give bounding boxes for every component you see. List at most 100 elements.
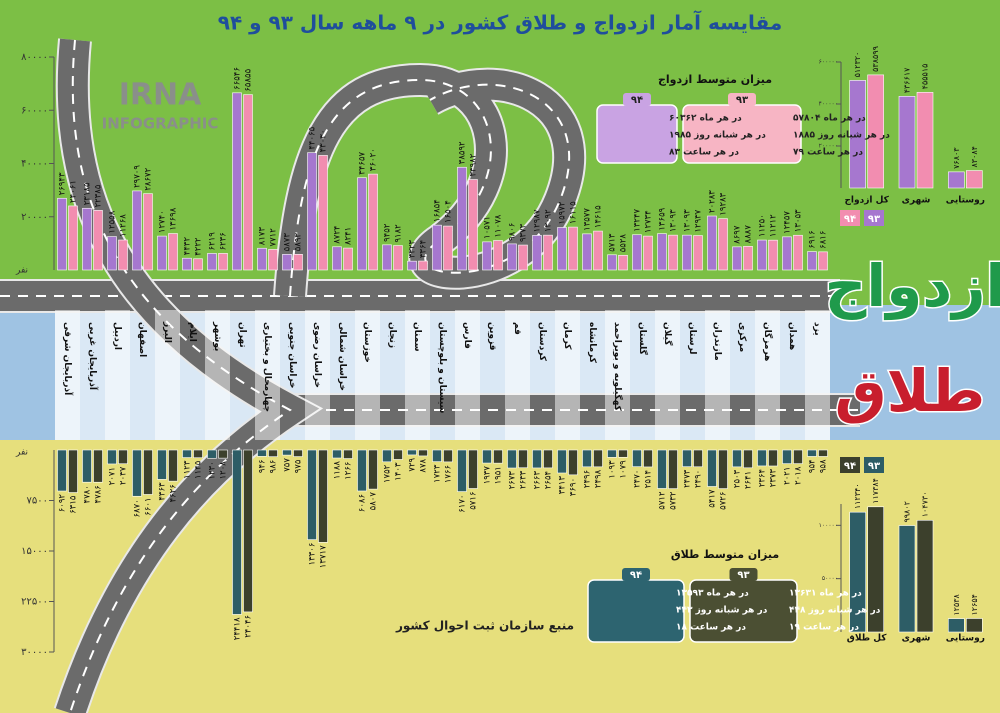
bar <box>157 449 167 480</box>
value-label: ۳۳۹۸۲ <box>469 153 479 176</box>
bar <box>168 449 178 482</box>
value-label: ۲۶۳۳ <box>519 470 529 489</box>
value-label: ۱۲۷۳۴ <box>644 210 654 233</box>
y-tick-label: ۲۰۰۰۰ <box>21 212 48 223</box>
value-label: ۱۳۰۹۳ <box>669 209 679 232</box>
bar <box>93 210 103 271</box>
bar <box>143 449 153 495</box>
bar <box>107 236 117 271</box>
bar <box>718 449 728 489</box>
bar <box>257 247 267 271</box>
value-label: ۳۳۲۳ <box>408 239 418 258</box>
value-label: ۱۷۶۶ <box>444 465 454 483</box>
y-tick-label: ۴۰۰۰۰۰ <box>819 101 838 108</box>
province-label: تهران <box>237 322 247 348</box>
category-label: کل طلاق <box>847 634 888 644</box>
bar <box>218 449 228 459</box>
bar <box>493 240 503 271</box>
value-label: ۵۳۸۵۹۹ <box>871 46 880 72</box>
bar <box>793 449 803 464</box>
bar <box>82 207 92 271</box>
value-label: ۵۷۱۲ <box>658 491 668 510</box>
value-label: ۳۶۰۲۰ <box>369 148 379 171</box>
bar <box>232 92 242 271</box>
legend-swatch <box>840 457 860 473</box>
bar <box>368 449 378 490</box>
bar <box>218 253 228 271</box>
y-tick-label: ۲۲۵۰۰ <box>21 597 48 608</box>
bar <box>867 74 884 189</box>
bar <box>293 449 303 457</box>
value-label: ۴۲۲۲ <box>194 237 204 256</box>
bar <box>193 258 203 271</box>
bar <box>368 173 378 271</box>
divorce-word: طلاق <box>835 357 986 425</box>
bar <box>849 511 866 633</box>
value-label: ۲۶۵۴ <box>544 471 554 489</box>
value-label: ۲۴۷۰ <box>633 470 643 488</box>
bar <box>357 177 367 271</box>
bar <box>332 246 342 271</box>
bar <box>966 618 983 633</box>
value-label: ۱۲۹۳۷ <box>694 209 704 232</box>
province-label: یزد <box>812 322 822 336</box>
value-label: ۵۷۳۲ <box>669 491 679 510</box>
bar <box>818 251 828 271</box>
value-label: ۲۶۴۱ <box>744 471 754 489</box>
year-tab <box>622 568 650 581</box>
value-label: ۶۹۱۶ <box>808 230 818 248</box>
value-label: ۲۶۹۴۳ <box>58 172 68 195</box>
category-label: شهری <box>902 634 931 644</box>
bar <box>657 449 667 489</box>
value-label: ۱۹۳۷ <box>483 466 493 485</box>
average-line: در هر شبانه روز ۴۴۳ <box>676 606 768 616</box>
value-label: ۸۱۷۳ <box>258 227 268 246</box>
bar <box>507 243 517 271</box>
bar <box>482 241 492 271</box>
province-label: گلستان <box>637 322 649 356</box>
province-label: بوشهر <box>212 321 222 351</box>
value-label: ۱۳۷۱۷ <box>319 545 329 568</box>
bar <box>682 234 692 271</box>
province-label: خوزستان <box>362 322 372 363</box>
value-label: ۸۷۲۴ <box>333 226 343 244</box>
value-label: ۳۳۶۴ <box>419 240 429 258</box>
value-label: ۶۸۷۰ <box>133 499 143 517</box>
bar <box>57 197 67 271</box>
value-label: ۱۳۵۷۷ <box>583 208 593 231</box>
y-tick-label: ۳۰۰۰۰ <box>21 647 48 658</box>
province-label: کرمانشاه <box>587 322 597 364</box>
bar <box>768 239 778 271</box>
y-tick-label: ۷۵۰۰ <box>27 496 48 507</box>
average-line: در هر شبانه روز ۱۸۸۵ <box>793 131 890 141</box>
value-label: ۲۵۱۴ <box>644 470 654 488</box>
bar <box>418 260 428 271</box>
logo-sub: INFOGRAPHIC <box>102 115 219 133</box>
bar <box>966 170 983 189</box>
value-label: ۵۴۱۷ <box>708 489 718 508</box>
bar <box>718 218 728 271</box>
value-label: ۱۷۲۳ <box>433 464 443 483</box>
legend-swatch <box>840 210 860 226</box>
value-label: ۱۱۲۶۸ <box>119 214 129 237</box>
value-label: ۷۶۸۰۳ <box>952 147 961 169</box>
bar <box>743 246 753 271</box>
bar <box>343 247 353 271</box>
column-stripe <box>605 310 630 440</box>
bar <box>332 449 342 459</box>
bar <box>668 449 678 489</box>
legend-swatch <box>864 210 884 226</box>
value-label: ۲۲۳۸۵ <box>94 184 104 207</box>
legend-label: ۹۴ <box>844 214 856 225</box>
bar <box>207 253 217 271</box>
province-label: البرز <box>162 321 172 343</box>
bar <box>418 449 428 457</box>
province-label: اردبیل <box>112 322 122 350</box>
bar <box>782 236 792 271</box>
value-label: ۲۴۰۴۶ <box>244 615 254 638</box>
province-label: لرستان <box>687 322 697 355</box>
value-label: ۸۸۸۷ <box>744 225 754 244</box>
value-label: ۱۳۰۵۳ <box>794 209 804 232</box>
value-label: ۲۰۷۱ <box>108 467 118 485</box>
bar <box>68 205 78 271</box>
